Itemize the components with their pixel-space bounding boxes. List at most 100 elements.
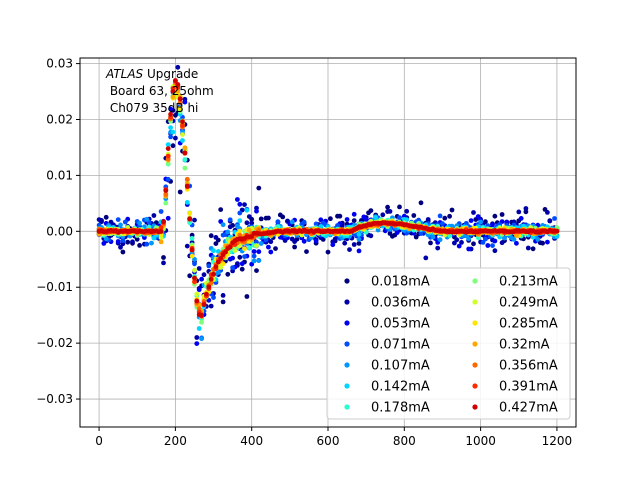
legend-marker (472, 341, 478, 347)
data-point (423, 255, 429, 261)
data-point (244, 294, 250, 299)
data-point (440, 221, 445, 227)
legend-label: 0.356mA (499, 359, 558, 374)
data-point (163, 192, 169, 197)
data-point (492, 238, 498, 244)
legend-marker (472, 404, 478, 410)
data-point (182, 165, 188, 171)
data-point (404, 208, 410, 214)
data-point (235, 197, 240, 202)
data-point (530, 246, 536, 252)
legend-marker (344, 362, 350, 368)
data-point (196, 266, 202, 271)
data-point (552, 216, 557, 221)
data-point (475, 235, 481, 241)
y-tick-label: 0.02 (46, 113, 73, 127)
data-point (180, 132, 185, 138)
data-point (189, 247, 195, 253)
data-point (492, 213, 498, 219)
data-point (449, 207, 455, 213)
data-point (514, 233, 519, 238)
data-point (199, 276, 205, 282)
data-point (118, 244, 123, 250)
data-point (232, 248, 238, 254)
legend-marker (344, 299, 350, 305)
data-point (170, 129, 176, 135)
data-point (170, 94, 176, 100)
data-point (142, 235, 147, 241)
data-point (335, 223, 340, 228)
data-point (230, 255, 236, 261)
data-point (192, 261, 197, 267)
data-point (456, 243, 462, 249)
data-point (158, 225, 164, 231)
data-point (471, 241, 476, 247)
data-point (196, 326, 202, 331)
data-point (246, 214, 252, 220)
x-tick-label: 200 (164, 434, 187, 448)
data-point (161, 260, 166, 266)
data-point (251, 253, 257, 259)
data-point (158, 229, 164, 234)
x-tick-label: 1000 (465, 434, 496, 448)
annotation-line2: Board 63, 25ohm (106, 84, 214, 98)
data-point (268, 249, 274, 255)
data-point (201, 302, 207, 308)
data-point (483, 236, 488, 242)
x-tick-label: 400 (240, 434, 263, 448)
data-point (218, 265, 224, 270)
data-point (180, 119, 185, 124)
data-point (189, 236, 195, 241)
data-point (182, 145, 188, 151)
data-point (182, 99, 188, 105)
legend-marker (344, 341, 350, 347)
data-point (280, 214, 286, 220)
data-point (292, 239, 297, 245)
data-point (275, 219, 281, 225)
data-point (468, 218, 474, 224)
data-point (266, 215, 271, 221)
data-point (237, 254, 243, 260)
data-point (554, 228, 560, 234)
data-point (249, 220, 255, 226)
data-point (356, 241, 362, 246)
data-point (254, 268, 259, 273)
legend-label: 0.036mA (371, 296, 430, 311)
data-point (103, 214, 109, 220)
x-tick-label: 0 (95, 434, 103, 448)
data-point (187, 216, 193, 222)
data-point (118, 222, 123, 228)
data-point (213, 264, 219, 269)
y-tick-label: 0.03 (46, 57, 73, 71)
data-point (258, 241, 264, 246)
data-point (251, 249, 257, 254)
data-point (120, 249, 126, 255)
data-point (170, 89, 176, 94)
legend-marker (472, 320, 478, 326)
annotation-italic: ATLAS (105, 67, 144, 81)
legend-label: 0.249mA (499, 296, 558, 311)
data-point (254, 239, 259, 245)
legend-marker (472, 278, 478, 284)
data-point (258, 216, 264, 222)
y-tick-label: 0.00 (46, 224, 73, 238)
data-point (227, 224, 233, 230)
data-point (428, 240, 433, 246)
data-point (230, 265, 236, 271)
data-point (235, 261, 240, 266)
data-point (130, 239, 135, 245)
legend-label: 0.178mA (371, 401, 430, 416)
data-point (301, 238, 307, 244)
data-point (437, 213, 443, 219)
data-point (511, 237, 517, 242)
data-point (242, 202, 247, 208)
data-point (194, 298, 200, 304)
data-point (184, 176, 190, 182)
data-point (525, 245, 531, 251)
legend-label: 0.213mA (499, 275, 558, 290)
data-point (227, 244, 233, 250)
data-point (442, 215, 448, 221)
data-point (380, 212, 386, 218)
data-point (115, 239, 121, 244)
data-point (161, 219, 166, 225)
